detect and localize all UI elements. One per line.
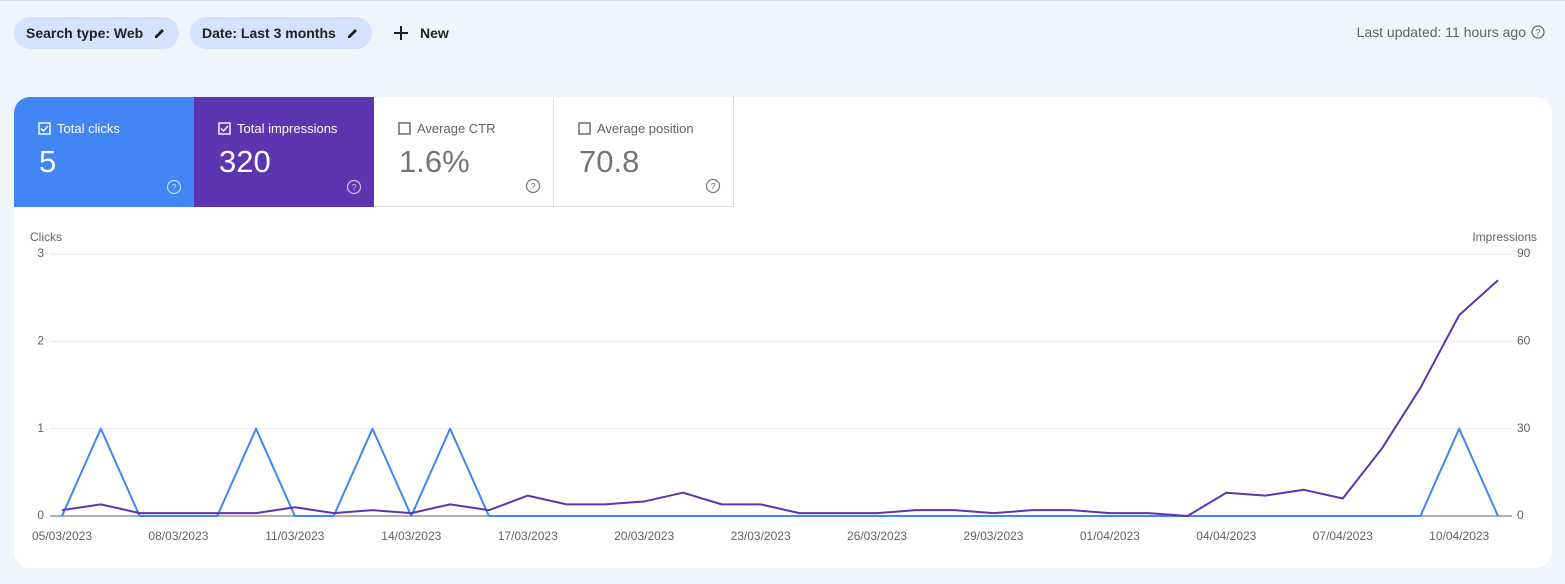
metric-label: Average CTR [417,121,496,136]
y2-tick-label: 0 [1517,508,1524,522]
x-tick-label: 05/03/2023 [32,529,92,543]
svg-text:?: ? [710,182,715,192]
y2-tick-label: 60 [1517,334,1531,348]
x-tick-label: 10/04/2023 [1429,529,1489,543]
x-tick-label: 11/03/2023 [265,529,324,543]
checkbox[interactable] [398,122,411,135]
metric-tile[interactable]: Average position 70.8 ? [554,97,734,207]
svg-text:?: ? [171,183,176,193]
plus-icon [394,26,408,40]
help-icon[interactable]: ? [166,179,182,195]
series-line [61,427,1499,517]
edit-icon [155,29,165,38]
metric-value: 70.8 [579,144,640,179]
checkbox[interactable] [218,122,231,135]
y2-axis-title: Impressions [1472,230,1537,244]
metric-tile[interactable]: Total clicks 5 ? [14,97,194,207]
x-tick-label: 08/03/2023 [148,529,208,543]
x-tick-label: 20/03/2023 [614,529,674,543]
filter-chip[interactable]: Date: Last 3 months [190,17,372,49]
metric-tile[interactable]: Total impressions 320 ? [194,97,374,207]
new-button[interactable]: New [392,17,449,49]
x-tick-label: 14/03/2023 [381,529,441,543]
metric-value: 320 [219,144,271,179]
y-tick-label: 1 [37,421,44,435]
x-tick-label: 01/04/2023 [1080,529,1140,543]
checkbox[interactable] [38,122,51,135]
filter-chip[interactable]: Search type: Web [14,17,180,49]
y-tick-label: 2 [37,334,44,348]
chip-label: Date: Last 3 months [202,25,336,41]
y-axis-title: Clicks [30,230,62,244]
x-tick-label: 07/04/2023 [1313,529,1373,543]
x-tick-label: 26/03/2023 [847,529,907,543]
x-tick-label: 17/03/2023 [498,529,558,543]
y-tick-label: 3 [37,246,44,260]
metric-tile[interactable]: Average CTR 1.6% ? [374,97,554,207]
y-tick-label: 0 [37,508,44,522]
y2-tick-label: 30 [1517,421,1531,435]
x-tick-label: 29/03/2023 [963,529,1023,543]
help-icon[interactable]: ? [705,178,721,194]
metric-value: 1.6% [399,144,470,179]
svg-text:?: ? [351,183,356,193]
divider [0,0,1565,1]
metric-label: Total clicks [57,121,120,136]
button-label: New [420,25,449,41]
checkbox[interactable] [578,122,591,135]
y2-tick-label: 90 [1517,246,1531,260]
help-icon[interactable]: ? [525,178,541,194]
chip-label: Search type: Web [26,25,144,41]
series-line [61,279,1499,517]
last-updated-text: Last updated: 11 hours ago [1356,24,1526,40]
metric-value: 5 [39,144,57,179]
svg-text:?: ? [530,182,535,192]
svg-text:?: ? [1535,28,1540,38]
x-tick-label: 04/04/2023 [1196,529,1256,543]
metric-label: Total impressions [237,121,338,136]
metric-label: Average position [597,121,694,136]
help-icon[interactable]: ? [346,179,362,195]
help-icon[interactable]: ? [1531,25,1545,39]
edit-icon [347,29,357,38]
last-updated: Last updated: 11 hours ago ? [1357,24,1545,40]
x-tick-label: 23/03/2023 [731,529,791,543]
